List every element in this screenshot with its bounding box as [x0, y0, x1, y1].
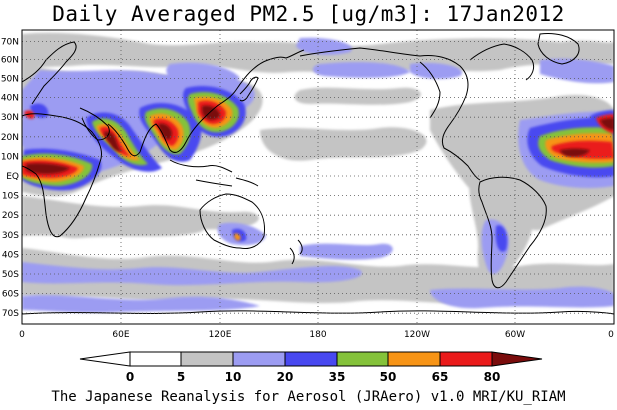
lon-label: 0	[608, 330, 614, 340]
colorbar-swatch	[129, 351, 182, 367]
lat-label: 20S	[2, 211, 19, 221]
colorbar-label: 20	[277, 370, 294, 384]
lon-axis: 0 60E 120E 180 120W 60W 0	[19, 330, 614, 340]
lon-label: 120E	[209, 330, 232, 340]
colorbar-label: 0	[126, 370, 134, 384]
map-frame	[21, 29, 615, 325]
lat-label: 30N	[1, 113, 19, 123]
lat-label: 40N	[1, 94, 19, 104]
lon-label: 60W	[505, 330, 525, 340]
colorbar-swatch	[284, 351, 338, 367]
map-title: Daily Averaged PM2.5 [ug/m3]: 17Jan2012	[52, 2, 565, 26]
colorbar-label: 80	[484, 370, 501, 384]
colorbar-label: 10	[225, 370, 242, 384]
pm25-level-80	[26, 105, 614, 174]
lat-axis: 70N 60N 50N 40N 30N 20N 10N EQ 10S 20S 3…	[1, 38, 19, 320]
colorbar	[79, 351, 543, 367]
colorbar-labels: 0 5 10 20 35 50 65 80	[126, 370, 501, 384]
lon-label: 180	[309, 330, 326, 340]
colorbar-label: 35	[329, 370, 346, 384]
footer-credit: The Japanese Reanalysis for Aerosol (JRA…	[51, 389, 566, 405]
colorbar-swatch	[180, 351, 234, 367]
lat-label: 30S	[2, 231, 19, 241]
colorbar-swatch	[232, 351, 286, 367]
lon-label: 60E	[112, 330, 129, 340]
lat-label: EQ	[6, 172, 19, 182]
colorbar-swatch	[79, 351, 131, 367]
colorbar-label: 65	[432, 370, 449, 384]
lat-label: 70S	[2, 309, 19, 319]
lat-label: 50S	[2, 270, 19, 280]
colorbar-label: 5	[177, 370, 185, 384]
colorbar-swatch	[491, 351, 543, 367]
colorbar-swatch	[439, 351, 493, 367]
lon-label: 0	[19, 330, 25, 340]
lat-label: 10N	[1, 153, 19, 163]
lat-label: 50N	[1, 75, 19, 85]
lat-label: 40S	[2, 250, 19, 260]
lat-label: 60S	[2, 290, 19, 300]
colorbar-swatch	[336, 351, 389, 367]
grid-lines	[22, 30, 614, 324]
colorbar-label: 50	[380, 370, 397, 384]
lat-label: 10S	[2, 192, 19, 202]
lat-label: 70N	[1, 38, 19, 48]
lon-label: 120W	[404, 330, 430, 340]
lat-label: 20N	[1, 133, 19, 143]
colorbar-swatch	[387, 351, 441, 367]
lat-label: 60N	[1, 55, 19, 65]
